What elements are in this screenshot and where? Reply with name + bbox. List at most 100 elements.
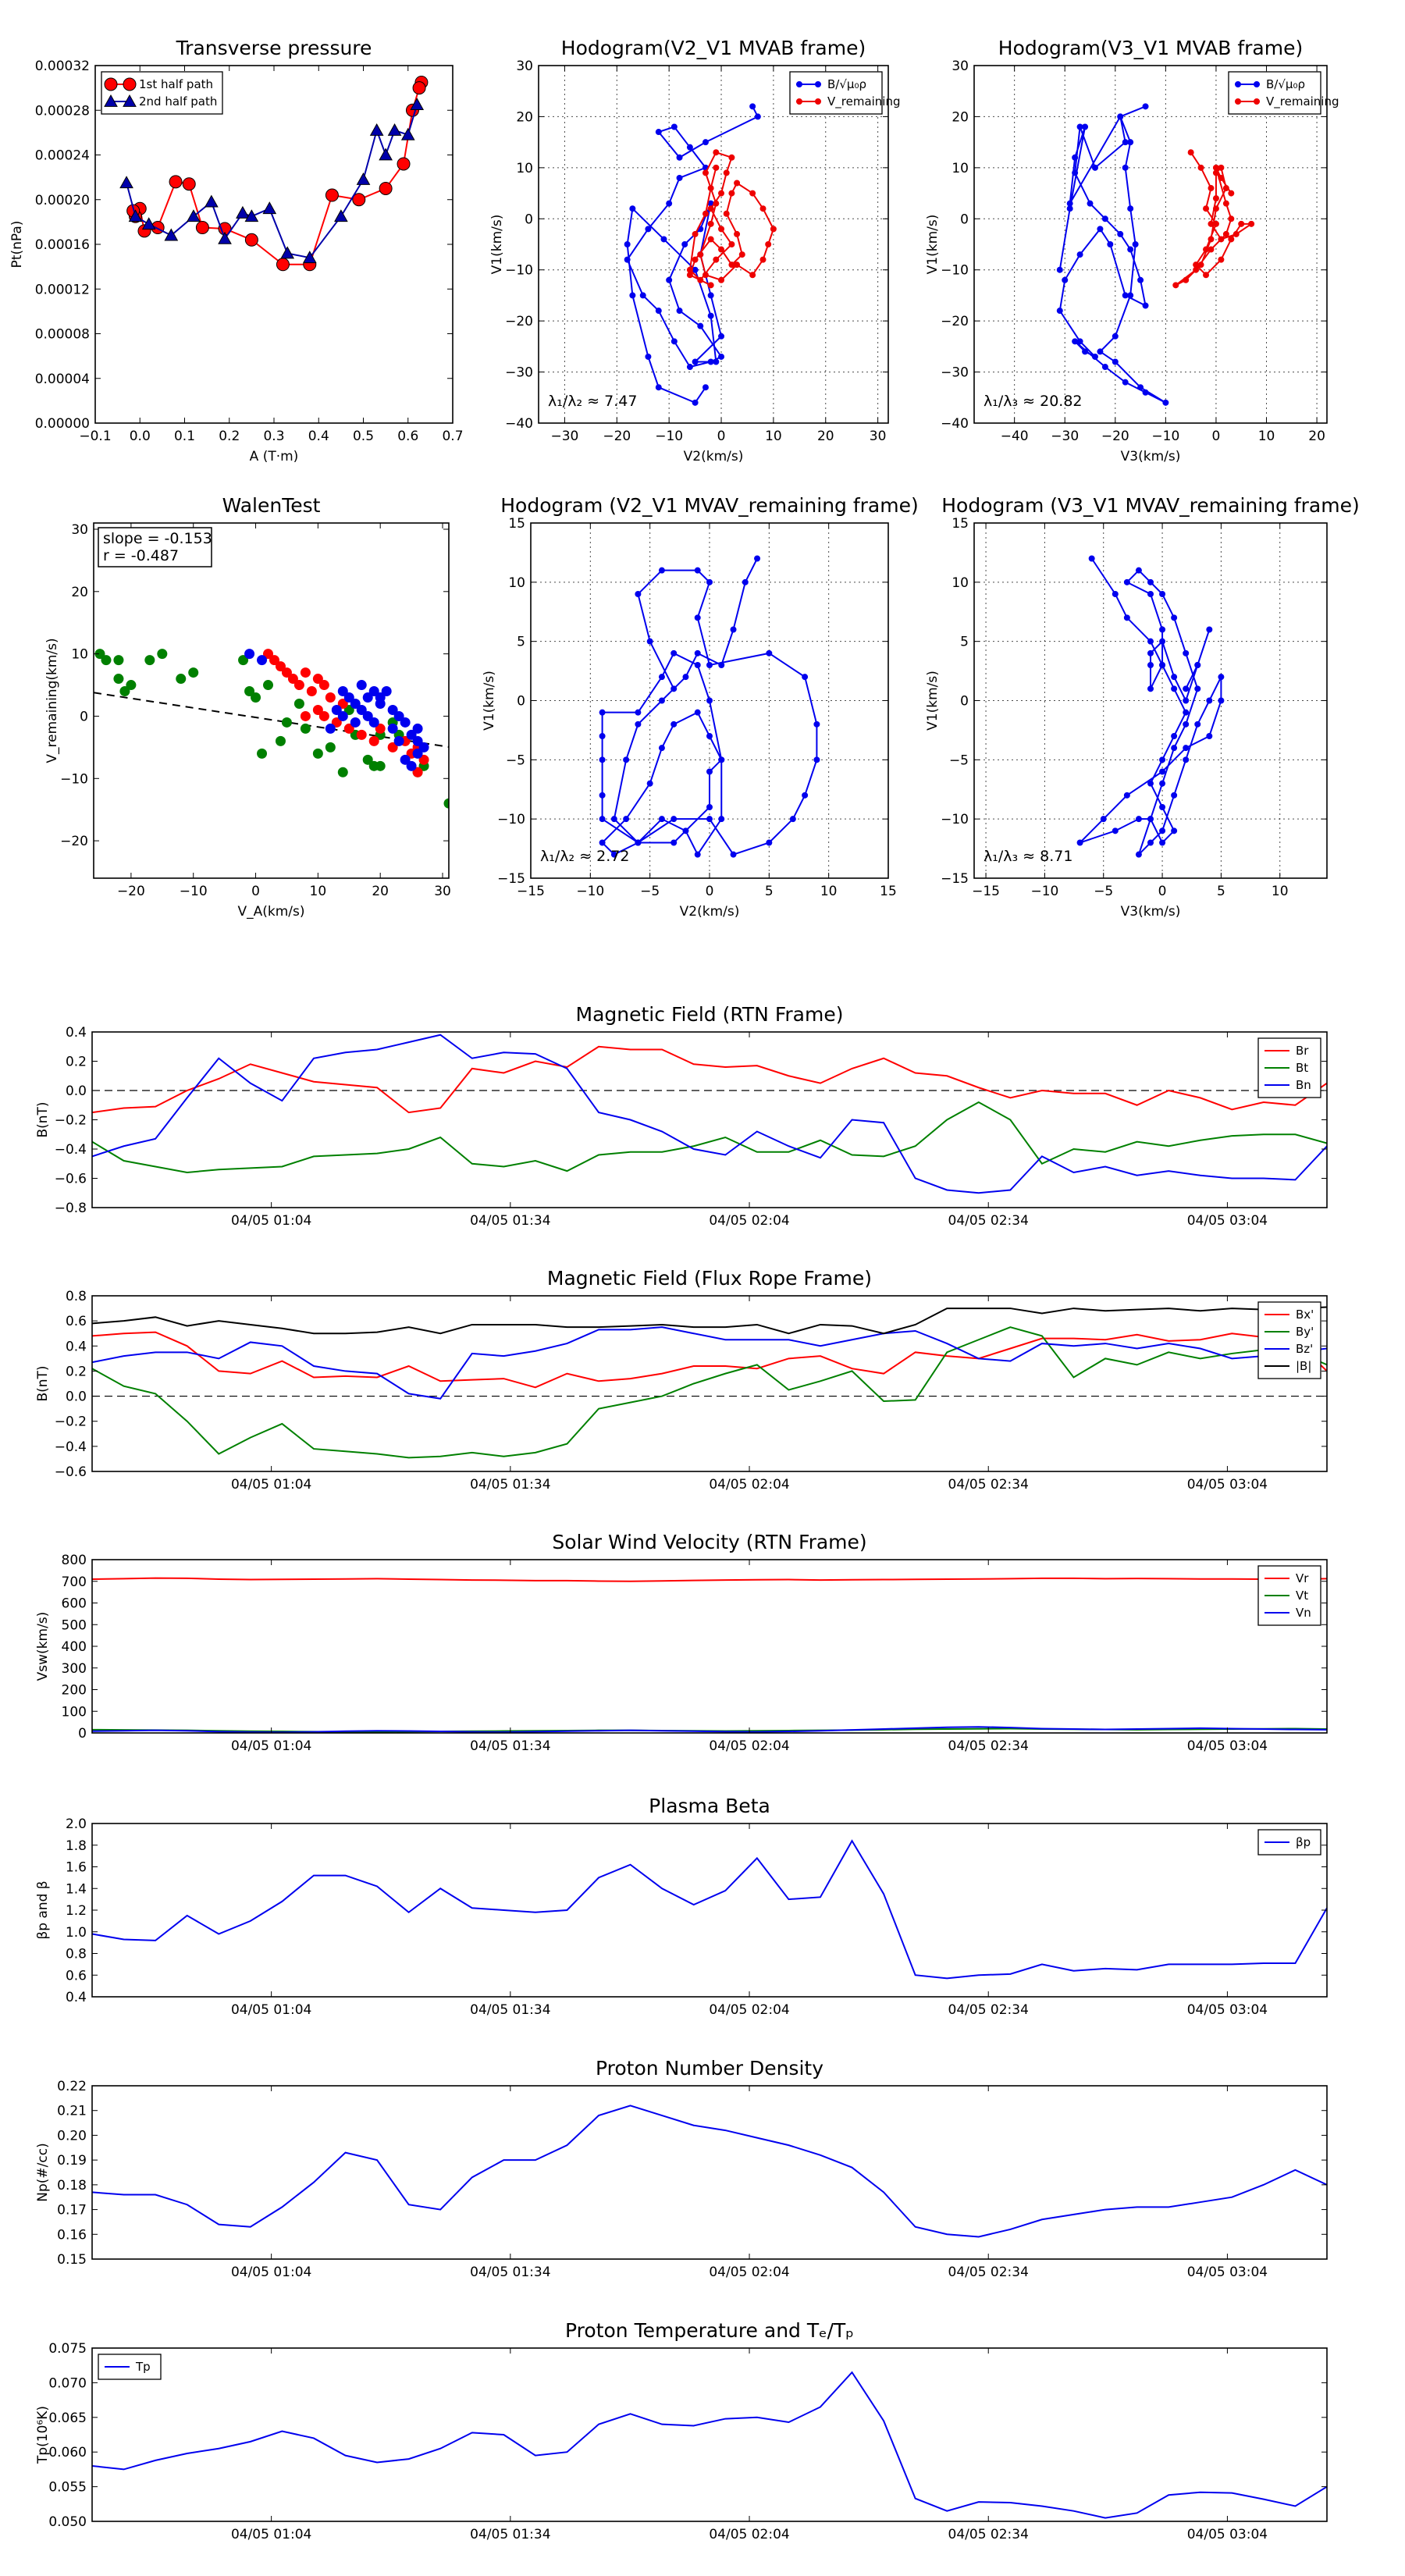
y-tick-label: 15 xyxy=(951,516,969,532)
data-point xyxy=(802,792,809,799)
series-line xyxy=(92,1726,1327,1733)
data-point xyxy=(343,692,354,703)
y-tick-label: 0.20 xyxy=(57,2128,87,2144)
data-point xyxy=(128,209,143,222)
data-point xyxy=(1159,626,1166,633)
data-point xyxy=(692,266,699,273)
data-point xyxy=(1147,578,1154,585)
data-point xyxy=(1208,246,1215,253)
y-tick-label: −5 xyxy=(506,753,525,768)
data-point xyxy=(655,129,662,136)
data-point xyxy=(362,710,373,721)
y-tick-label: 10 xyxy=(508,575,525,591)
data-point xyxy=(686,272,693,279)
data-point xyxy=(406,729,417,740)
data-point xyxy=(749,103,756,110)
data-point xyxy=(694,851,701,858)
data-point xyxy=(707,220,714,227)
y-tick-label: 400 xyxy=(62,1639,87,1655)
x-tick-label: −30 xyxy=(1051,429,1079,444)
legend-label: Bx' xyxy=(1296,1308,1314,1322)
data-point xyxy=(676,174,683,181)
series-line xyxy=(92,1045,1327,1114)
y-tick-label: 0.00024 xyxy=(35,148,90,164)
data-point xyxy=(1206,697,1213,704)
data-point xyxy=(686,364,693,371)
y-tick-label: 1.8 xyxy=(66,1838,87,1854)
data-point xyxy=(1107,241,1114,247)
legend-label: V_remaining xyxy=(827,94,901,109)
data-point xyxy=(164,228,179,241)
data-point xyxy=(713,164,720,171)
series-line xyxy=(92,1331,1327,1389)
data-point xyxy=(352,193,366,207)
y-tick-label: −30 xyxy=(505,365,533,381)
data-point xyxy=(1088,555,1095,562)
chart-title: Plasma Beta xyxy=(649,1795,770,1817)
x-tick-label: 0 xyxy=(251,884,260,899)
chart-title: WalenTest xyxy=(222,494,321,517)
data-point xyxy=(599,733,606,739)
data-point xyxy=(1127,292,1134,299)
chart-bfield_rtn: Magnetic Field (RTN Frame) 04/05 01:04 04/… xyxy=(35,1003,1328,1229)
data-point xyxy=(599,816,606,823)
data-point xyxy=(1228,190,1235,197)
x-axis-label: V3(km/s) xyxy=(1121,904,1181,920)
data-point xyxy=(195,221,209,235)
data-point xyxy=(713,149,720,156)
y-tick-label: −0.6 xyxy=(55,1172,87,1187)
data-point xyxy=(393,710,404,721)
chart-title: Magnetic Field (RTN Frame) xyxy=(576,1003,844,1026)
y-tick-label: 0.2 xyxy=(66,1364,87,1379)
data-point xyxy=(1135,851,1142,858)
data-point xyxy=(670,720,678,728)
legend-label: Tp xyxy=(135,2360,151,2374)
y-tick-label: −10 xyxy=(497,812,525,827)
data-point xyxy=(1171,792,1178,799)
data-point xyxy=(692,230,699,237)
x-tick-label: 04/05 01:34 xyxy=(470,1213,550,1229)
y-tick-label: 0 xyxy=(78,1726,87,1742)
data-point xyxy=(1101,364,1108,371)
data-point xyxy=(1135,567,1142,574)
chart-tp_temp: Proton Temperature and Tₑ/Tₚ 04/05 01:04 0… xyxy=(35,2319,1328,2542)
data-point xyxy=(599,756,606,763)
data-point xyxy=(1122,292,1129,299)
x-tick-label: −15 xyxy=(517,884,545,899)
data-point xyxy=(1082,348,1089,355)
y-tick-label: −20 xyxy=(60,834,88,849)
data-point xyxy=(1183,709,1190,716)
data-point xyxy=(692,358,699,365)
data-point xyxy=(1171,745,1178,752)
x-tick-label: 04/05 02:04 xyxy=(709,1477,789,1493)
data-point xyxy=(692,256,699,263)
data-point xyxy=(754,555,761,562)
data-point xyxy=(356,704,367,715)
legend-box xyxy=(1228,71,1321,115)
plot-area xyxy=(92,1306,1327,1459)
chart-np: Proton Number Density 04/05 01:04 04/05 01… xyxy=(35,2057,1328,2280)
series-line xyxy=(92,2105,1327,2238)
data-point xyxy=(599,839,606,846)
plot-frame xyxy=(91,2085,1328,2260)
data-point xyxy=(676,154,683,161)
x-tick-label: 04/05 02:34 xyxy=(948,2002,1029,2018)
y-tick-label: 0 xyxy=(960,694,969,710)
data-point xyxy=(1127,139,1134,146)
data-point xyxy=(1197,262,1204,269)
chart-bfield_fr: Magnetic Field (Flux Rope Frame) 04/05 01… xyxy=(35,1267,1328,1493)
y-tick-label: 0 xyxy=(80,709,88,724)
data-point xyxy=(412,748,423,759)
data-point xyxy=(1172,282,1179,289)
y-tick-label: 5 xyxy=(960,635,969,650)
series-line xyxy=(92,1326,1327,1459)
y-tick-label: 0.2 xyxy=(66,1055,87,1070)
data-point xyxy=(176,674,187,685)
y-tick-label: 0.00020 xyxy=(35,193,90,208)
data-point xyxy=(302,251,317,264)
data-point xyxy=(1159,827,1166,834)
data-point xyxy=(670,839,678,846)
x-tick-label: 04/05 03:04 xyxy=(1187,2002,1268,2018)
data-point xyxy=(412,767,423,777)
